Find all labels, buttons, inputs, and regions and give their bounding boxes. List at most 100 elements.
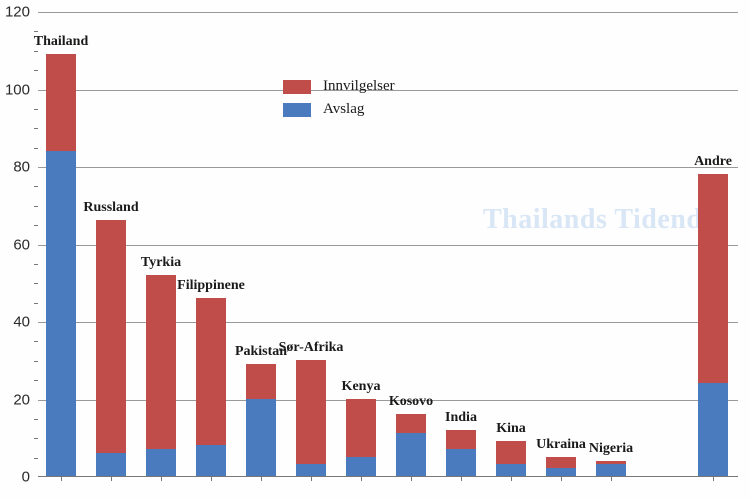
bar-india: India	[446, 430, 476, 477]
bar-segment-innvilgelser	[146, 275, 176, 449]
y-minor-tick	[34, 70, 38, 71]
bar-segment-innvilgelser	[496, 441, 526, 464]
bar-tyrkia: Tyrkia	[146, 275, 176, 477]
bar-label: Russland	[83, 200, 138, 216]
bar-kosovo: Kosovo	[396, 414, 426, 476]
x-tick	[311, 476, 312, 481]
gridline	[38, 167, 738, 168]
bar-segment-avslag	[496, 464, 526, 476]
bar-ukraina: Ukraina	[546, 457, 576, 476]
bar-segment-avslag	[546, 468, 576, 476]
y-minor-tick	[34, 109, 38, 110]
gridline	[38, 12, 738, 13]
bar-segment-avslag	[698, 383, 728, 476]
y-minor-tick	[34, 419, 38, 420]
bar-label: India	[445, 410, 477, 426]
legend-label: Avslag	[323, 101, 364, 118]
bar-label: Filippinene	[177, 278, 245, 294]
bar-segment-avslag	[146, 449, 176, 476]
bar-label: Ukraina	[536, 437, 586, 453]
bar-segment-innvilgelser	[96, 220, 126, 453]
x-tick	[61, 476, 62, 481]
bar-label: Sør-Afrika	[279, 340, 344, 356]
gridline	[38, 322, 738, 323]
legend-swatch	[283, 103, 311, 117]
x-tick	[611, 476, 612, 481]
bar-segment-innvilgelser	[446, 430, 476, 449]
legend: Innvilgelser Avslag	[283, 78, 395, 124]
x-tick	[511, 476, 512, 481]
bar-label: Thailand	[34, 34, 88, 50]
y-minor-tick	[34, 31, 38, 32]
y-minor-tick	[34, 283, 38, 284]
bar-chart: 020406080100120Thailands TidendeThailand…	[38, 12, 738, 477]
bar-kina: Kina	[496, 441, 526, 476]
bar-label: Andre	[694, 154, 732, 170]
bar-label: Tyrkia	[141, 255, 181, 271]
y-tick-label: 0	[22, 469, 30, 486]
bar-segment-innvilgelser	[246, 364, 276, 399]
bar-segment-avslag	[196, 445, 226, 476]
y-minor-tick	[34, 148, 38, 149]
bar-label: Nigeria	[589, 441, 633, 457]
y-minor-tick	[34, 225, 38, 226]
bar-segment-innvilgelser	[296, 360, 326, 465]
bar-label: Kina	[496, 421, 526, 437]
bar-nigeria: Nigeria	[596, 461, 626, 477]
legend-item: Avslag	[283, 101, 395, 118]
bar-label: Kenya	[342, 379, 381, 395]
y-minor-tick	[34, 128, 38, 129]
y-minor-tick	[34, 186, 38, 187]
bar-segment-avslag	[596, 464, 626, 476]
bar-sør-afrika: Sør-Afrika	[296, 360, 326, 476]
x-tick	[411, 476, 412, 481]
y-tick-label: 40	[13, 314, 30, 331]
x-tick	[713, 476, 714, 481]
bar-russland: Russland	[96, 220, 126, 476]
y-minor-tick	[34, 458, 38, 459]
y-minor-tick	[34, 361, 38, 362]
bar-label: Kosovo	[389, 394, 433, 410]
bar-segment-innvilgelser	[698, 174, 728, 383]
x-tick	[461, 476, 462, 481]
legend-label: Innvilgelser	[323, 78, 395, 95]
bar-segment-avslag	[346, 457, 376, 476]
x-tick	[211, 476, 212, 481]
bar-thailand: Thailand	[46, 54, 76, 476]
y-tick-label: 120	[5, 4, 30, 21]
x-tick	[561, 476, 562, 481]
y-minor-tick	[34, 303, 38, 304]
y-tick-label: 60	[13, 236, 30, 253]
y-minor-tick	[34, 380, 38, 381]
y-minor-tick	[34, 206, 38, 207]
y-tick-label: 80	[13, 159, 30, 176]
x-tick	[111, 476, 112, 481]
y-minor-tick	[34, 51, 38, 52]
y-minor-tick	[34, 438, 38, 439]
y-minor-tick	[34, 264, 38, 265]
y-tick-label: 100	[5, 81, 30, 98]
bar-segment-innvilgelser	[546, 457, 576, 469]
y-tick-label: 20	[13, 391, 30, 408]
bar-andre: Andre	[698, 174, 728, 476]
gridline	[38, 245, 738, 246]
bar-segment-avslag	[46, 151, 76, 477]
watermark: Thailands Tidende	[483, 204, 715, 236]
legend-swatch	[283, 80, 311, 94]
x-tick	[361, 476, 362, 481]
bar-segment-innvilgelser	[396, 414, 426, 433]
x-tick	[161, 476, 162, 481]
plot-area: 020406080100120Thailands TidendeThailand…	[38, 12, 738, 477]
legend-item: Innvilgelser	[283, 78, 395, 95]
bar-segment-avslag	[246, 399, 276, 477]
y-minor-tick	[34, 341, 38, 342]
bar-segment-innvilgelser	[346, 399, 376, 457]
bar-segment-innvilgelser	[196, 298, 226, 445]
bar-segment-avslag	[396, 433, 426, 476]
bar-filippinene: Filippinene	[196, 298, 226, 476]
bar-segment-avslag	[96, 453, 126, 476]
bar-segment-avslag	[296, 464, 326, 476]
bar-segment-innvilgelser	[46, 54, 76, 151]
x-tick	[261, 476, 262, 481]
bar-segment-avslag	[446, 449, 476, 476]
